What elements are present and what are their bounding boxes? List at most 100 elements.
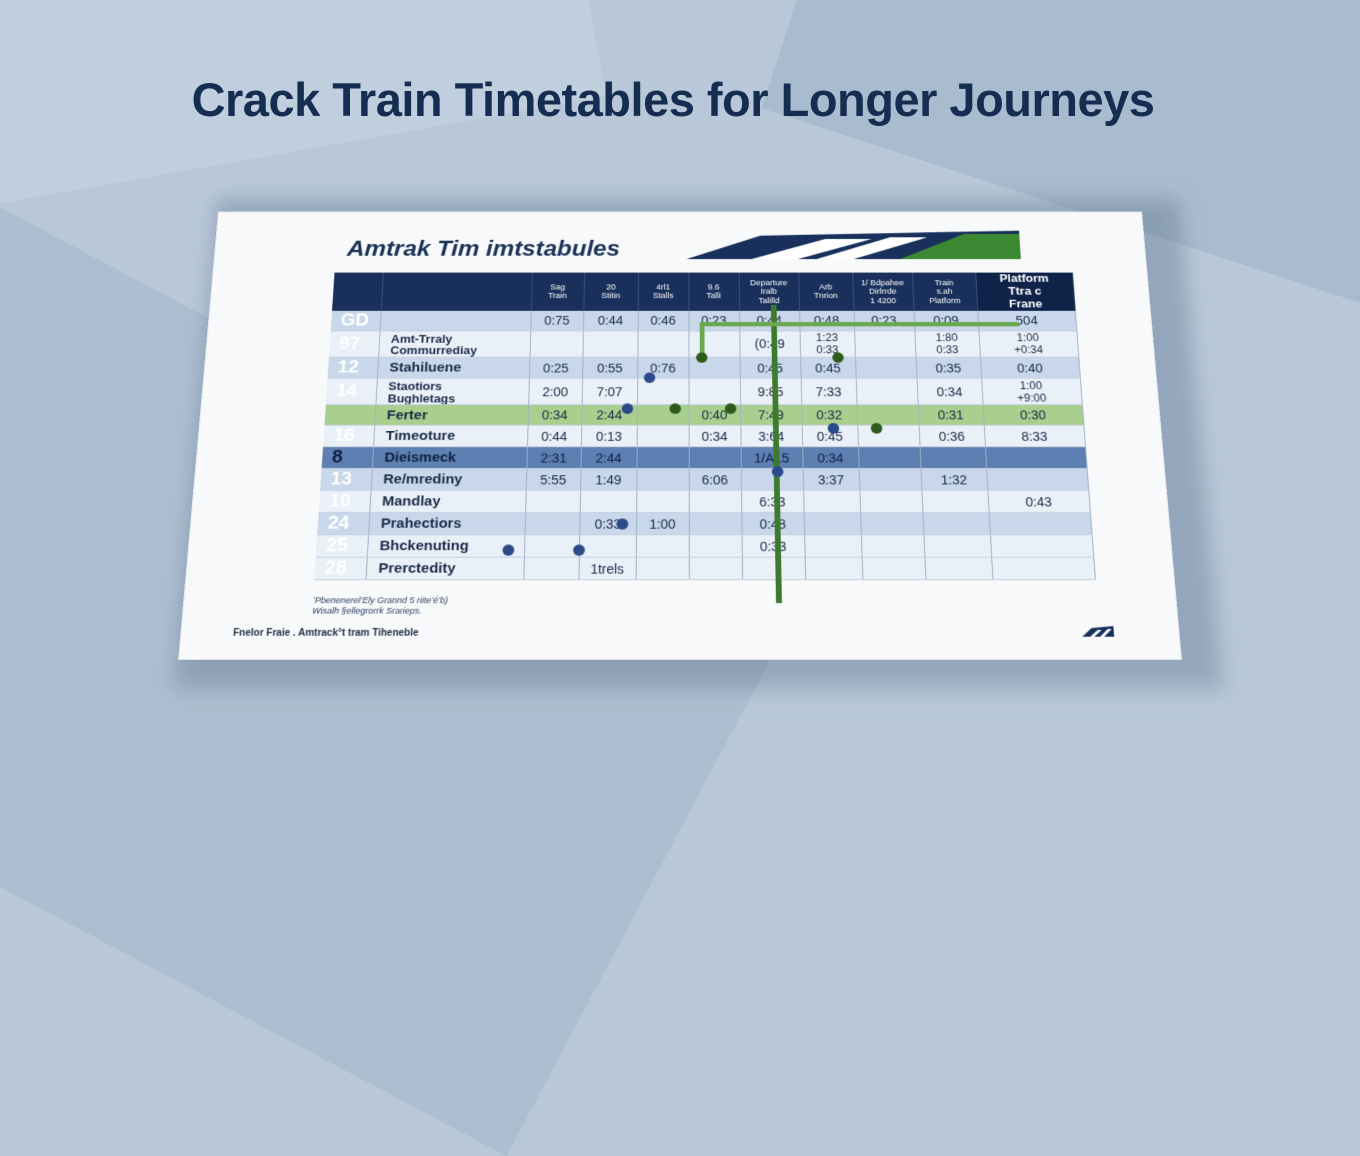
table-row: 16 Timeoture 0:44 0:13 0:34 3:64 0:45 0:36 8:33 (323, 426, 1085, 448)
footer-caption: Fnelor Fraie . Amtrack°t tram Tiheneble (233, 628, 419, 639)
time-cell (857, 426, 919, 448)
timetable: Sag Train 20 Stitin 4rl1 Stalls 9.6 Talli Depart… (314, 273, 1095, 581)
time-cell (530, 331, 583, 357)
train-name: Stahiluene (377, 357, 530, 378)
time-cell: 0:48 (741, 513, 804, 535)
time-cell: 3:64 (740, 426, 802, 448)
time-cell: 504 (977, 311, 1076, 331)
time-cell (636, 491, 689, 513)
time-cell (525, 491, 580, 513)
time-cell (985, 447, 1087, 469)
train-number: 12 (328, 357, 379, 378)
column-header: Train s.ah Platform (912, 273, 977, 311)
time-cell (805, 558, 863, 581)
time-cell: 0:40 (980, 357, 1080, 378)
headline: Crack Train Timetables for Longer Journe… (0, 72, 1346, 127)
table-body: GD 0:75 0:44 0:46 0:23 0:44 0:48 0:23 0:09 504 97 A… (314, 311, 1095, 580)
time-cell (637, 426, 689, 448)
time-cell (637, 331, 688, 357)
column-header: 9.6 Talli (688, 273, 739, 311)
train-number: 14 (326, 378, 377, 405)
train-name: Amt-Trraly Commurrediay (378, 331, 530, 357)
time-cell: 2:44 (580, 447, 636, 469)
time-cell (637, 378, 689, 405)
time-cell (855, 357, 916, 378)
time-cell (862, 558, 926, 581)
time-cell (689, 447, 741, 469)
table-row: 25 Bhckenuting 0:33 (316, 535, 1094, 557)
time-cell (636, 469, 688, 491)
time-cell (524, 535, 579, 557)
station-dot (644, 372, 655, 383)
footnote-line: ’Pbenenerel’Ely Grannd 5 riite’é’b) (313, 595, 571, 605)
train-number: GD (331, 311, 381, 331)
time-cell (859, 469, 922, 491)
train-name: Ferter (374, 405, 528, 426)
time-cell: 8:33 (984, 426, 1085, 448)
station-dot (696, 352, 707, 362)
time-cell: 0:34 (917, 378, 983, 405)
table-row: 28 Prerctedity 1trels (314, 558, 1095, 581)
time-cell (689, 378, 741, 405)
time-cell (689, 558, 742, 581)
time-cell: 0:32 (801, 405, 857, 426)
table-row: 13 Re/mrediny 5:55 1:49 6:06 3:37 1:32 (320, 469, 1088, 491)
footnote: ’Pbenenerel’Ely Grannd 5 riite’é’b) Wisa… (312, 595, 570, 616)
time-cell (523, 558, 579, 581)
time-cell: 6:33 (741, 491, 804, 513)
train-name: Prerctedity (366, 558, 524, 581)
station-dot (828, 423, 840, 434)
column-header: 4rl1 Stalls (638, 273, 689, 311)
time-cell: 0:36 (919, 426, 985, 448)
amtrak-small-logo-icon (1082, 626, 1115, 638)
time-cell (922, 491, 989, 513)
column-header (381, 273, 532, 311)
time-cell (583, 331, 638, 357)
train-name: Bhckenuting (367, 535, 525, 557)
time-cell (804, 513, 861, 535)
time-cell (689, 491, 742, 513)
station-dot (832, 352, 844, 362)
time-cell: 1/A15 (741, 447, 803, 469)
time-cell: 0:75 (530, 311, 583, 331)
time-cell: 1:49 (580, 469, 636, 491)
table-header-row: Sag Train 20 Stitin 4rl1 Stalls 9.6 Talli Depart… (332, 273, 1075, 311)
train-number: 97 (329, 331, 380, 357)
time-cell (579, 535, 636, 557)
time-cell (920, 447, 987, 469)
time-cell: 0:34 (528, 405, 582, 426)
amtrak-logo-icon (686, 231, 1021, 261)
column-header: Platform Ttra c Frane (975, 273, 1075, 311)
time-cell: 9:85 (740, 378, 801, 405)
train-number: 24 (317, 513, 369, 535)
time-cell (856, 378, 918, 405)
time-cell: 0:45 (800, 357, 856, 378)
train-name: Dieismeck (372, 447, 527, 469)
time-cell (859, 491, 922, 513)
train-number: 13 (320, 469, 372, 491)
table-row: GD 0:75 0:44 0:46 0:23 0:44 0:48 0:23 0:09 504 (331, 311, 1077, 331)
table-row: 14 Staotiors Bughletags 2:00 7:07 9:85 7:33 0:3… (326, 378, 1082, 405)
time-cell: 0:46 (638, 311, 689, 331)
train-name: Mandlay (369, 491, 525, 513)
train-number: 8 (322, 447, 373, 469)
train-number: 10 (319, 491, 371, 513)
table-row: Ferter 0:34 2:44 0:40 7:49 0:32 0:31 0:30 (324, 405, 1083, 426)
time-cell: 1:00 +9:00 (981, 378, 1082, 405)
time-cell (803, 491, 860, 513)
time-cell: 0:23 (688, 311, 739, 331)
column-header (332, 273, 383, 311)
train-name: Timeoture (373, 426, 528, 448)
station-dot (772, 466, 784, 477)
time-cell: 0:55 (582, 357, 637, 378)
time-cell: 0:43 (987, 491, 1090, 513)
time-cell (861, 535, 925, 557)
time-cell: 0:44 (527, 426, 581, 448)
timetable-sheet: Amtrak Tim imtstabules Sag Train 20 Stitin 4… (178, 212, 1182, 660)
station-dot (725, 403, 737, 414)
time-cell (923, 535, 991, 557)
time-cell: 0:35 (916, 357, 982, 378)
train-name (380, 311, 531, 331)
time-cell: 0:34 (802, 447, 859, 469)
time-cell: 1:00 +0:34 (978, 331, 1078, 357)
